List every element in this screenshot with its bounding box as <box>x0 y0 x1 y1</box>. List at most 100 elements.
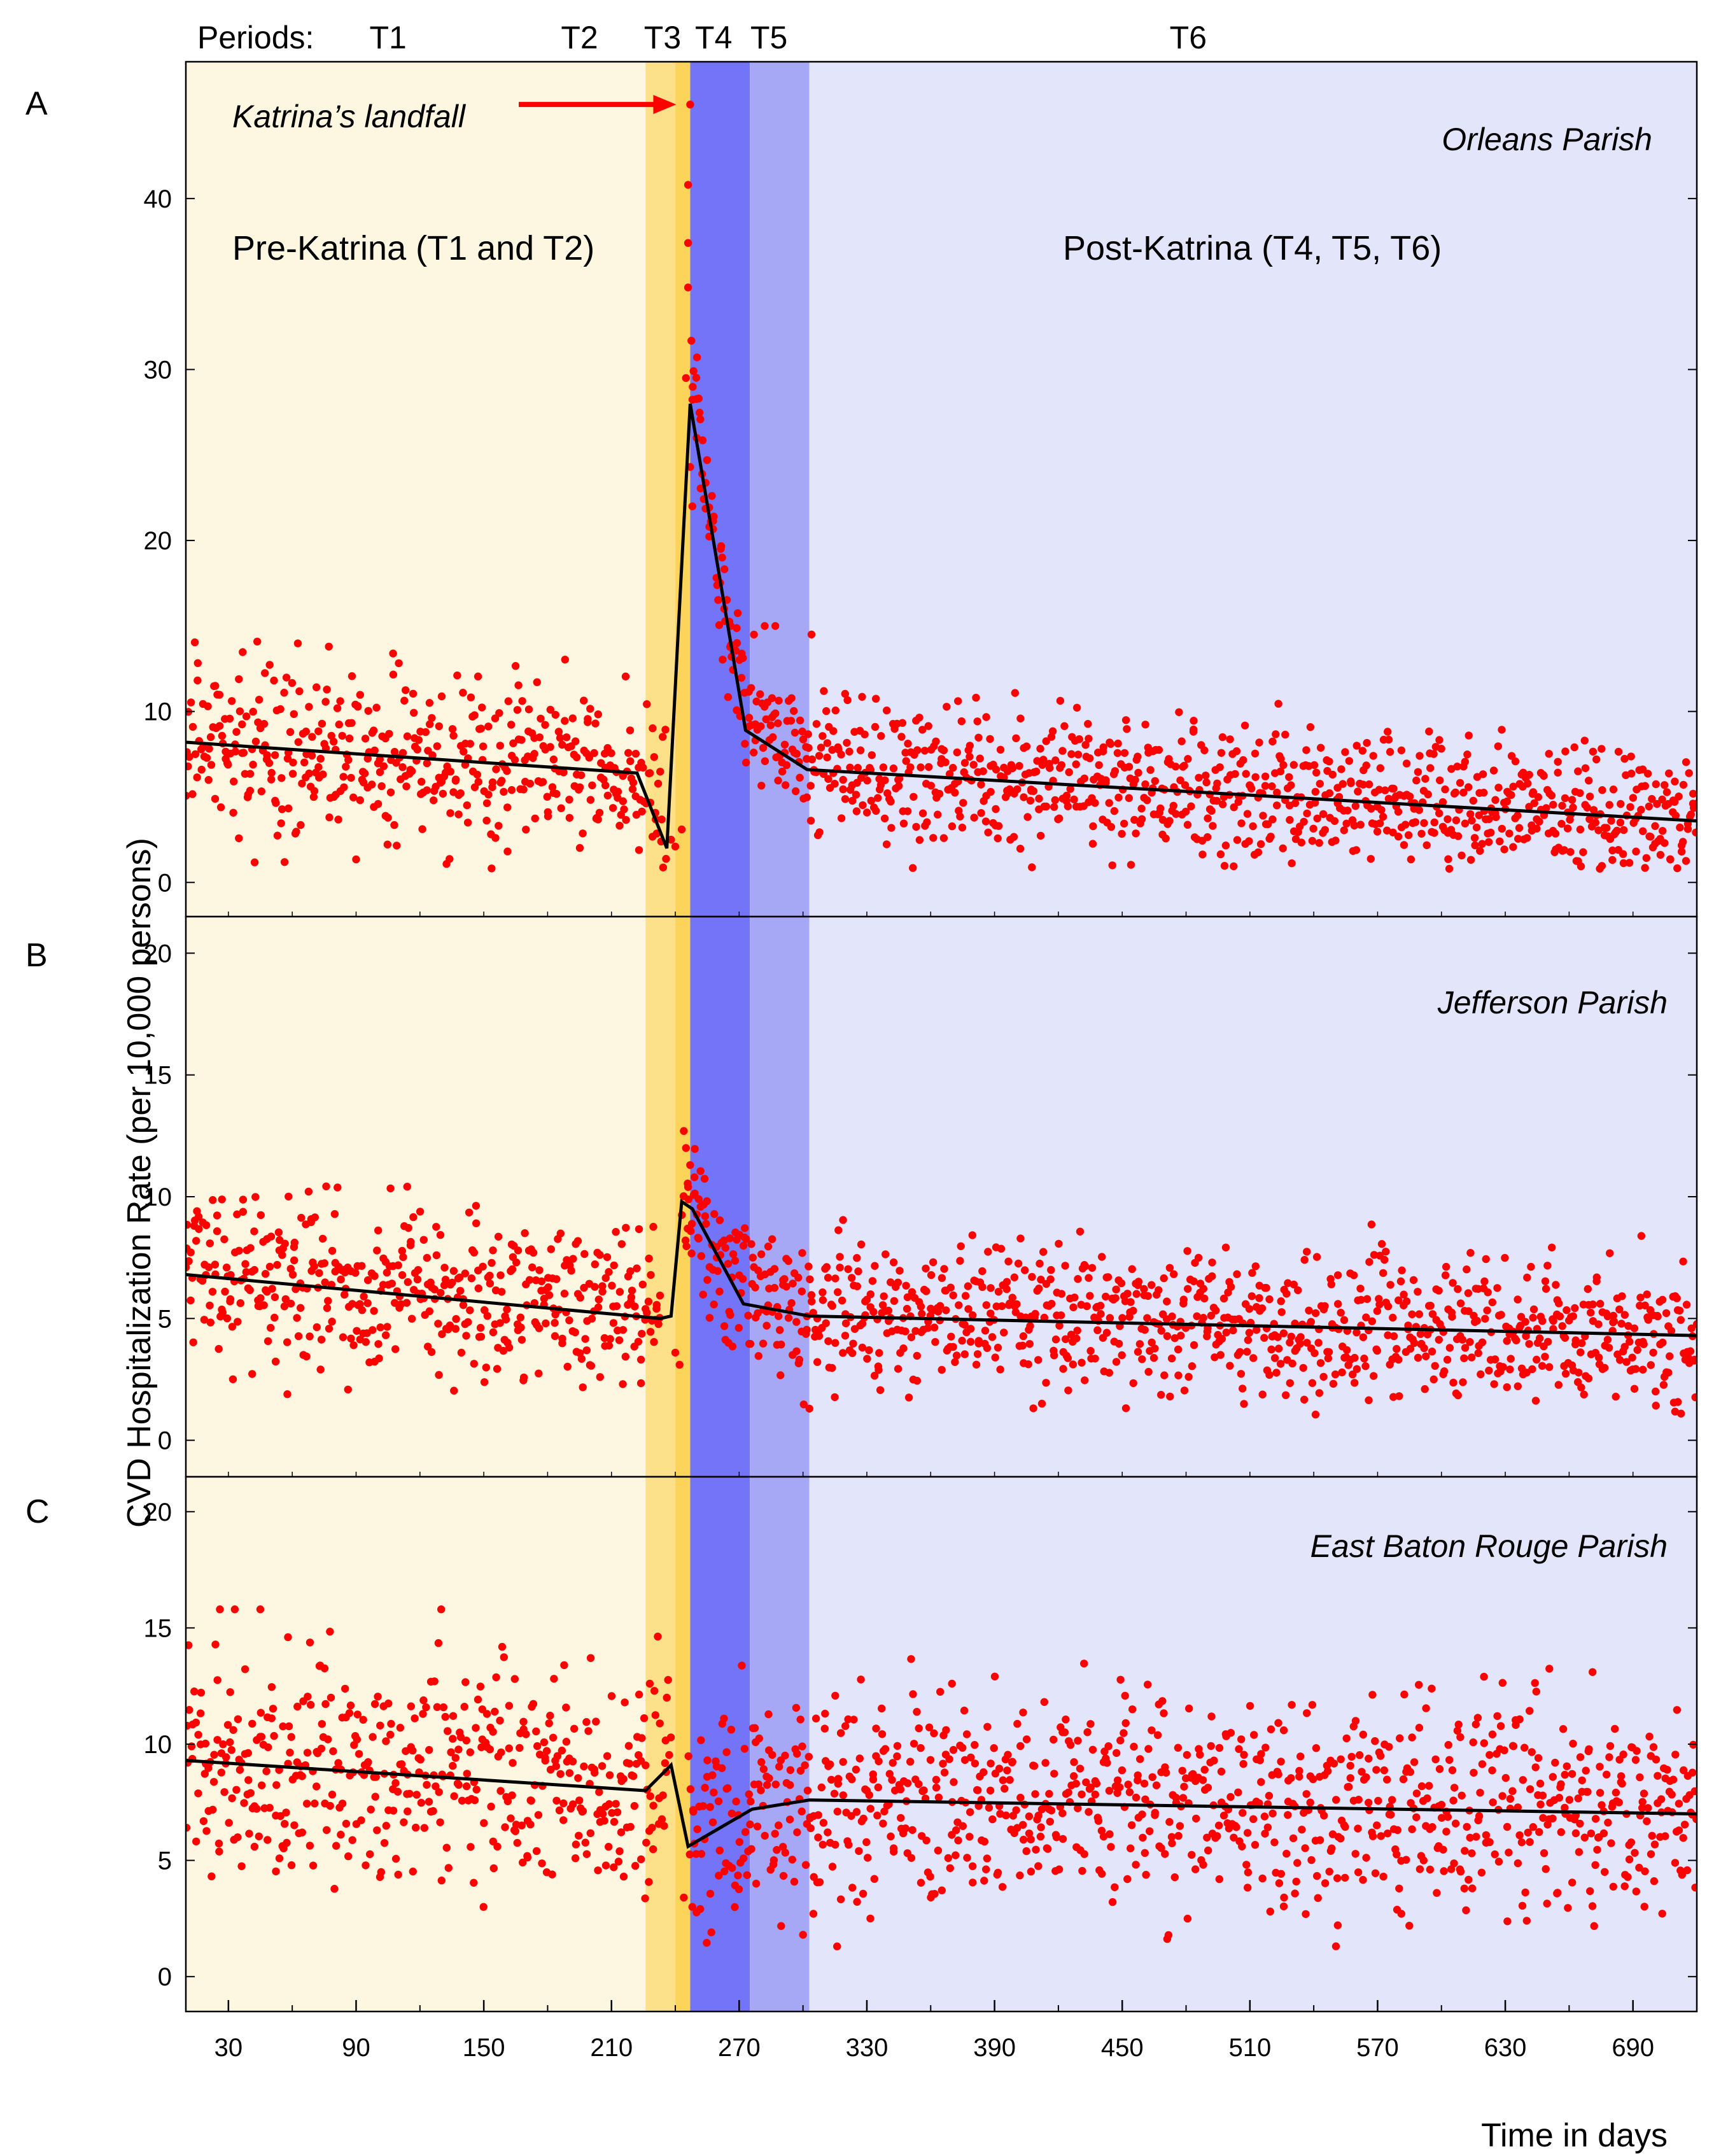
data-point <box>1341 748 1349 756</box>
data-point <box>952 1826 960 1835</box>
data-point <box>257 787 265 796</box>
data-point <box>1181 781 1190 789</box>
data-point <box>692 374 701 382</box>
data-point <box>568 1758 577 1766</box>
data-point <box>482 1363 490 1372</box>
data-point <box>931 1338 939 1346</box>
data-point <box>204 702 212 710</box>
data-point <box>1488 1298 1496 1307</box>
data-point <box>1114 1339 1123 1348</box>
data-point <box>1235 1745 1243 1753</box>
y-tick-label: 15 <box>144 1062 172 1090</box>
data-point <box>1214 1821 1223 1829</box>
data-point <box>1363 1295 1372 1303</box>
data-point <box>932 1775 941 1784</box>
data-point <box>242 1268 250 1276</box>
data-point <box>456 1286 465 1295</box>
data-point <box>1509 1742 1518 1751</box>
data-point <box>1362 1313 1370 1321</box>
data-point <box>738 1275 747 1283</box>
data-point <box>1561 1770 1569 1779</box>
data-point <box>1407 855 1415 864</box>
data-point <box>463 1770 471 1778</box>
data-point <box>518 697 526 705</box>
data-point <box>462 1737 470 1745</box>
data-point <box>1589 1300 1597 1309</box>
data-point <box>238 720 246 729</box>
data-point <box>516 1744 524 1752</box>
data-point <box>557 804 565 812</box>
data-point <box>276 1812 284 1821</box>
data-point <box>1630 1384 1639 1393</box>
data-point <box>430 796 438 805</box>
data-point <box>1615 1798 1623 1807</box>
data-point <box>606 1335 614 1343</box>
data-point <box>482 799 491 808</box>
data-point <box>724 1260 733 1268</box>
data-point <box>1267 1725 1275 1733</box>
data-point <box>1451 1819 1460 1828</box>
data-point <box>1415 806 1423 814</box>
data-point <box>272 1781 281 1789</box>
data-point <box>971 1741 979 1749</box>
data-point <box>657 1815 666 1824</box>
data-point <box>595 1788 603 1796</box>
data-point <box>1379 1872 1387 1881</box>
data-point <box>407 767 416 775</box>
data-point <box>1288 1359 1296 1368</box>
data-point <box>1138 1355 1146 1363</box>
data-point <box>1289 1280 1298 1289</box>
data-point <box>884 1306 893 1315</box>
data-point <box>775 1821 783 1829</box>
data-point <box>1280 1893 1288 1902</box>
data-point <box>1341 1873 1349 1882</box>
data-point <box>267 1714 276 1723</box>
data-point <box>303 1749 312 1757</box>
data-point <box>1561 1803 1569 1812</box>
data-point <box>306 1332 314 1341</box>
data-point <box>1624 1321 1633 1330</box>
data-point <box>234 1715 242 1723</box>
data-point <box>1637 805 1645 814</box>
data-point <box>1218 733 1227 742</box>
data-point <box>1465 783 1473 791</box>
data-point <box>204 776 213 784</box>
data-point <box>1212 1306 1220 1314</box>
data-point <box>396 1724 405 1732</box>
data-point <box>1220 862 1229 870</box>
data-point <box>1631 1849 1639 1857</box>
data-point <box>621 1353 629 1361</box>
data-point <box>228 1323 237 1331</box>
data-point <box>927 1271 936 1279</box>
data-point <box>577 771 586 780</box>
data-point <box>1395 1392 1403 1400</box>
data-point <box>265 1262 274 1271</box>
data-point <box>1141 780 1149 789</box>
data-point <box>225 714 234 723</box>
data-point <box>693 1825 701 1833</box>
data-point <box>1666 1352 1674 1360</box>
data-point <box>1284 1811 1292 1819</box>
data-point <box>1447 764 1456 773</box>
data-point <box>1598 862 1606 870</box>
data-point <box>1608 846 1617 855</box>
x-tick-label: 570 <box>1356 2034 1399 2062</box>
data-point <box>527 1796 535 1805</box>
data-point <box>932 737 940 746</box>
data-point <box>880 1807 889 1815</box>
data-point <box>1675 1826 1683 1835</box>
data-point <box>393 842 401 850</box>
data-point <box>917 1302 925 1311</box>
data-point <box>1315 839 1323 847</box>
data-point <box>1237 819 1246 828</box>
data-point <box>1084 720 1092 728</box>
data-point <box>1692 1320 1697 1328</box>
data-point <box>562 1703 570 1712</box>
data-point <box>1594 826 1603 835</box>
data-point <box>1645 1732 1654 1741</box>
data-point <box>1331 1942 1340 1950</box>
data-point <box>473 770 482 779</box>
data-point <box>1480 1672 1488 1681</box>
data-point <box>373 1246 381 1255</box>
data-point <box>741 1224 749 1232</box>
